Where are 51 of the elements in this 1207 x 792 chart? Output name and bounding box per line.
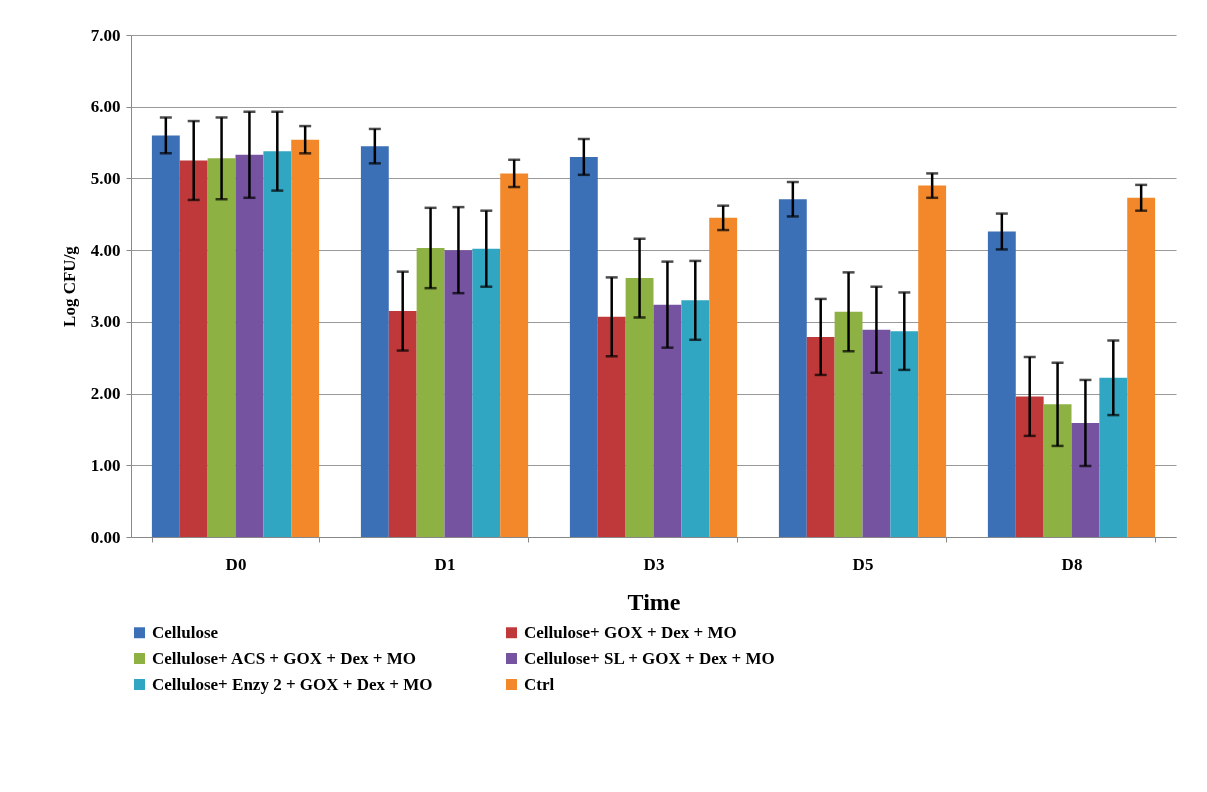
bar	[834, 311, 863, 537]
y-tick-label: 0.00	[90, 527, 121, 547]
bar	[151, 135, 180, 537]
bar	[444, 250, 473, 537]
bar	[500, 173, 529, 537]
bar	[653, 304, 682, 537]
y-axis-title: Log CFU/g	[59, 245, 79, 327]
y-tick-label: 5.00	[90, 168, 121, 188]
bar	[416, 247, 445, 537]
bar	[1127, 197, 1156, 537]
bar	[179, 160, 208, 537]
bar	[806, 336, 835, 537]
bar	[709, 217, 738, 537]
bar	[207, 158, 236, 537]
bar	[1071, 422, 1100, 537]
y-tick-label: 6.00	[90, 97, 121, 117]
legend-label: Cellulose+ GOX + Dex + MO	[524, 622, 737, 642]
x-tick-label: D3	[643, 554, 665, 574]
x-axis-title: Time	[627, 588, 681, 615]
bar	[388, 311, 417, 537]
bar	[890, 331, 919, 537]
legend-label: Cellulose+ ACS + GOX + Dex + MO	[152, 648, 416, 668]
legend-label: Cellulose+ Enzy 2 + GOX + Dex + MO	[152, 674, 433, 694]
x-tick-label: D8	[1061, 554, 1083, 574]
bar	[263, 151, 292, 537]
bar	[1015, 396, 1044, 537]
legend-label: Ctrl	[524, 674, 555, 694]
bar	[987, 231, 1016, 537]
bar	[681, 300, 710, 537]
legend-label: Cellulose	[152, 622, 219, 642]
bar	[778, 199, 807, 537]
bar	[291, 139, 320, 537]
bar	[1043, 404, 1072, 537]
bar	[360, 146, 389, 537]
bar	[862, 329, 891, 537]
x-tick-label: D1	[434, 554, 456, 574]
y-tick-label: 3.00	[90, 312, 121, 332]
bar	[597, 316, 626, 537]
bar	[1099, 377, 1128, 537]
bar	[569, 156, 598, 537]
x-tick-label: D0	[225, 554, 247, 574]
legend-label: Cellulose+ SL + GOX + Dex + MO	[524, 648, 775, 668]
y-tick-label: 7.00	[90, 25, 121, 45]
y-tick-label: 1.00	[90, 455, 121, 475]
y-tick-label: 4.00	[90, 240, 121, 260]
bar	[472, 248, 501, 537]
bar	[625, 278, 654, 537]
bar	[235, 154, 264, 537]
y-tick-label: 2.00	[90, 384, 121, 404]
bar	[918, 185, 947, 537]
x-tick-label: D5	[852, 554, 874, 574]
